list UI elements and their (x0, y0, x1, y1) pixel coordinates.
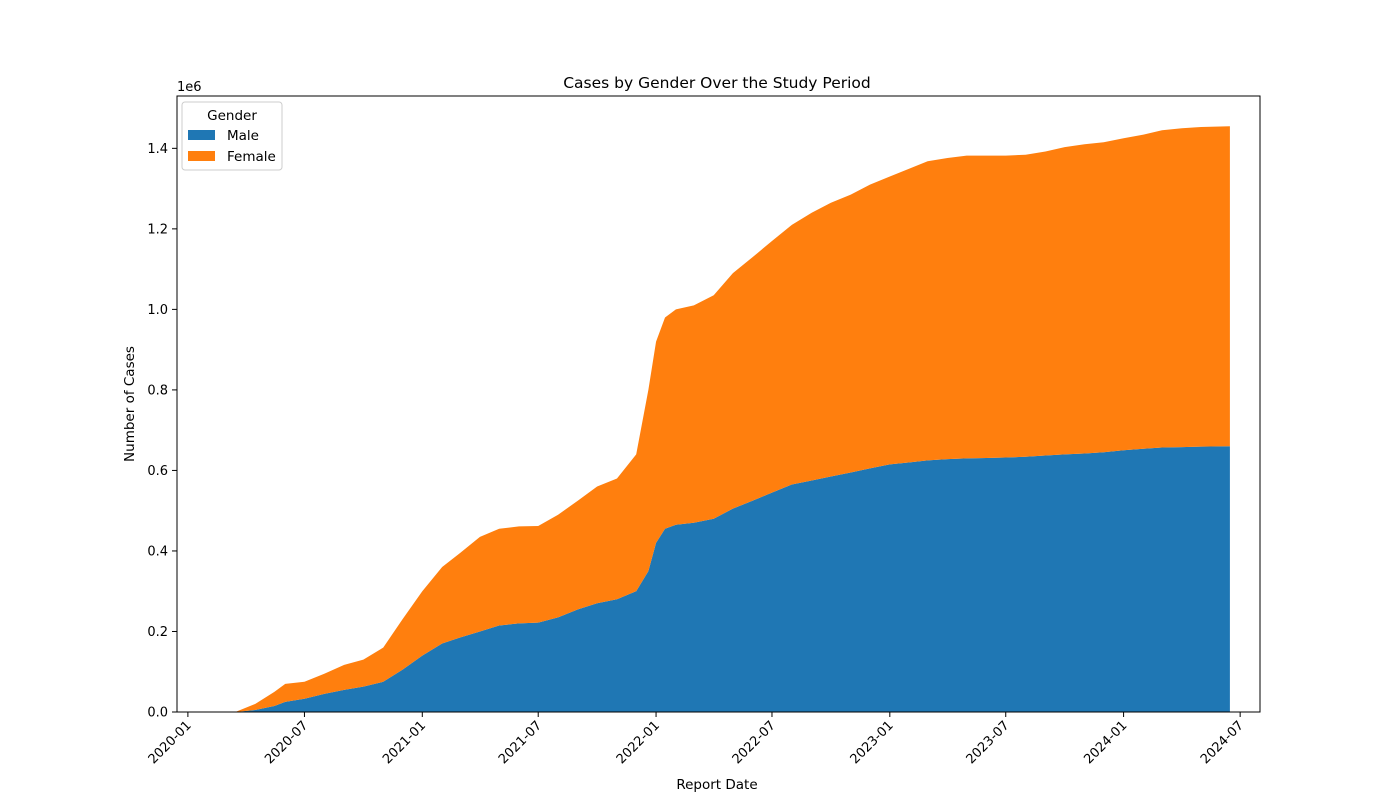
x-tick-label: 2020-01 (146, 718, 195, 767)
area-female (235, 126, 1230, 712)
legend-title: Gender (207, 108, 257, 124)
y-axis-title: Number of Cases (122, 346, 138, 462)
legend[interactable]: Gender Male Female (181, 101, 283, 171)
x-tick-label: 2021-01 (380, 718, 429, 767)
y-tick-label: 0.6 (147, 464, 168, 479)
x-axis: 2020-01 2020-07 2021-01 2021-07 2022-01 2022-… (146, 712, 1247, 767)
plot-frame (176, 95, 1261, 713)
y-tick-label: 0.4 (147, 544, 168, 559)
chart-title: Cases by Gender Over the Study Period (563, 74, 871, 92)
area-male (235, 446, 1230, 712)
x-tick-label: 2023-07 (964, 718, 1013, 767)
x-tick-label: 2023-01 (848, 718, 897, 767)
x-tick-label: 2022-01 (614, 718, 663, 767)
y-tick-label: 0.2 (147, 625, 168, 640)
y-tick-label: 1.4 (147, 142, 168, 157)
x-tick-label: 2021-07 (496, 718, 545, 767)
x-tick-label: 2020-07 (262, 718, 311, 767)
y-tick-label: 1.0 (147, 303, 168, 318)
x-tick-label: 2024-07 (1198, 718, 1247, 767)
x-tick-label: 2024-01 (1081, 718, 1130, 767)
y-tick-label: 1.2 (147, 222, 168, 237)
y-axis: 0.0 0.2 0.4 0.6 0.8 1.0 1.2 1.4 (147, 142, 177, 721)
series-areas (235, 126, 1230, 712)
x-tick-label: 2022-07 (730, 718, 779, 767)
y-tick-label: 0.8 (147, 383, 168, 398)
legend-label-male: Male (227, 128, 259, 144)
y-tick-label: 0.0 (147, 706, 168, 721)
x-axis-title: Report Date (676, 777, 757, 793)
y-offset-label: 1e6 (177, 80, 202, 95)
legend-swatch-male (188, 130, 215, 140)
legend-swatch-female (188, 151, 215, 161)
legend-label-female: Female (227, 149, 276, 165)
